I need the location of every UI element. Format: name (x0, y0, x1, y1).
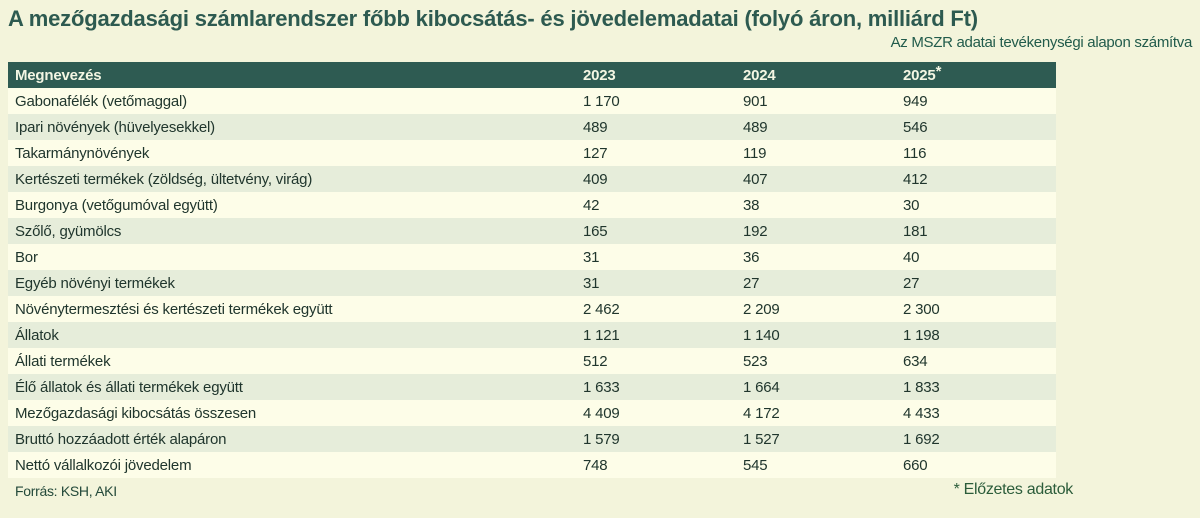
source-note: Forrás: KSH, AKI (15, 483, 117, 499)
table-row: Takarmánynövények 127 119 116 (8, 140, 1056, 166)
row-value: 30 (903, 196, 920, 214)
row-value: 1 140 (743, 326, 780, 344)
row-value: 545 (743, 456, 768, 474)
table-body: Gabonafélék (vetőmaggal) 1 170 901 949 Ipari… (8, 88, 1056, 478)
row-value: 546 (903, 118, 928, 136)
table-row: Növénytermesztési és kertészeti termékek… (8, 296, 1056, 322)
page-subtitle: Az MSZR adatai tevékenységi alapon számí… (890, 34, 1193, 51)
table-header-row: Megnevezés 2023 2024 2025* (8, 62, 1056, 88)
table-row: Élő állatok és állati termékek együtt 1 6… (8, 374, 1056, 400)
table-row: Bruttó hozzáadott érték alapáron 1 579 1 5… (8, 426, 1056, 452)
table-row: Mezőgazdasági kibocsátás összesen 4 409 4 … (8, 400, 1056, 426)
row-value: 4 409 (583, 404, 620, 422)
row-label: Állatok (15, 326, 59, 344)
row-label: Mezőgazdasági kibocsátás összesen (15, 404, 257, 422)
row-value: 1 198 (903, 326, 940, 344)
table-row: Kertészeti termékek (zöldség, ültetvény,… (8, 166, 1056, 192)
table-header: Megnevezés 2023 2024 2025* (8, 62, 1056, 88)
row-value: 42 (583, 196, 600, 214)
row-label: Takarmánynövények (15, 144, 150, 162)
row-value: 1 833 (903, 378, 940, 396)
row-value: 27 (743, 274, 760, 292)
row-value: 27 (903, 274, 920, 292)
preliminary-data-note: * Előzetes adatok (953, 481, 1074, 498)
row-value: 1 121 (583, 326, 620, 344)
row-value: 748 (583, 456, 608, 474)
row-label: Bruttó hozzáadott érték alapáron (15, 430, 227, 448)
row-value: 523 (743, 352, 768, 370)
row-value: 489 (583, 118, 608, 136)
row-value: 40 (903, 248, 920, 266)
row-value: 31 (583, 248, 600, 266)
row-value: 4 433 (903, 404, 940, 422)
footnote-asterisk: * (935, 62, 942, 80)
table-row: Nettó vállalkozói jövedelem 748 545 660 (8, 452, 1056, 478)
table-row: Szőlő, gyümölcs 165 192 181 (8, 218, 1056, 244)
data-table: Megnevezés 2023 2024 2025* Gabonafélék (… (8, 62, 1056, 478)
row-value: 1 664 (743, 378, 780, 396)
row-value: 409 (583, 170, 608, 188)
row-label: Kertészeti termékek (zöldség, ültetvény,… (15, 170, 313, 188)
row-value: 2 300 (903, 300, 940, 318)
row-value: 38 (743, 196, 760, 214)
header-cell-2023: 2023 (583, 66, 616, 84)
row-value: 4 172 (743, 404, 780, 422)
page-title: A mezőgazdasági számlarendszer főbb kibo… (8, 6, 978, 31)
row-value: 1 170 (583, 92, 620, 110)
row-label: Élő állatok és állati termékek együtt (15, 378, 243, 396)
row-value: 1 692 (903, 430, 940, 448)
row-value: 1 579 (583, 430, 620, 448)
row-value: 31 (583, 274, 600, 292)
row-value: 181 (903, 222, 928, 240)
row-value: 512 (583, 352, 608, 370)
row-label: Gabonafélék (vetőmaggal) (15, 92, 187, 110)
row-label: Nettó vállalkozói jövedelem (15, 456, 192, 474)
row-value: 407 (743, 170, 768, 188)
table-row: Burgonya (vetőgumóval együtt) 42 38 30 (8, 192, 1056, 218)
table-row: Állati termékek 512 523 634 (8, 348, 1056, 374)
row-value: 36 (743, 248, 760, 266)
row-value: 1 527 (743, 430, 780, 448)
row-value: 165 (583, 222, 608, 240)
row-value: 901 (743, 92, 768, 110)
header-cell-2025: 2025* (903, 62, 1056, 88)
row-value: 489 (743, 118, 768, 136)
table-row: Gabonafélék (vetőmaggal) 1 170 901 949 (8, 88, 1056, 114)
row-value: 2 209 (743, 300, 780, 318)
row-value: 127 (583, 144, 608, 162)
row-value: 949 (903, 92, 928, 110)
row-label: Burgonya (vetőgumóval együtt) (15, 196, 218, 214)
row-value: 412 (903, 170, 928, 188)
row-label: Szőlő, gyümölcs (15, 222, 122, 240)
table-row: Ipari növények (hüvelyesekkel) 489 489 546 (8, 114, 1056, 140)
row-label: Állati termékek (15, 352, 111, 370)
row-value: 116 (903, 144, 927, 162)
row-label: Egyéb növényi termékek (15, 274, 175, 292)
header-cell-2025-label: 2025 (903, 66, 936, 84)
header-cell-name: Megnevezés (15, 66, 102, 84)
row-value: 2 462 (583, 300, 620, 318)
row-label: Bor (15, 248, 38, 266)
row-label: Növénytermesztési és kertészeti termékek… (15, 300, 333, 318)
row-value: 1 633 (583, 378, 620, 396)
row-value: 634 (903, 352, 928, 370)
row-label: Ipari növények (hüvelyesekkel) (15, 118, 215, 136)
row-value: 119 (743, 144, 767, 162)
table-row: Állatok 1 121 1 140 1 198 (8, 322, 1056, 348)
table-row: Bor 31 36 40 (8, 244, 1056, 270)
header-cell-2024: 2024 (743, 66, 776, 84)
row-value: 192 (743, 222, 768, 240)
row-value: 660 (903, 456, 928, 474)
table-row: Egyéb növényi termékek 31 27 27 (8, 270, 1056, 296)
